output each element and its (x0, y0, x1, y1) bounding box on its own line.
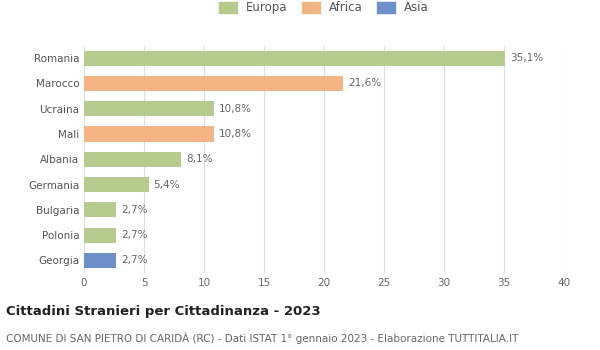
Text: 5,4%: 5,4% (154, 180, 180, 190)
Text: 10,8%: 10,8% (218, 104, 251, 114)
Text: 10,8%: 10,8% (218, 129, 251, 139)
Text: 21,6%: 21,6% (348, 78, 381, 89)
Bar (84, 152, 181, 167)
Bar (84, 50, 505, 66)
Text: COMUNE DI SAN PIETRO DI CARIDÀ (RC) - Dati ISTAT 1° gennaio 2023 - Elaborazione : COMUNE DI SAN PIETRO DI CARIDÀ (RC) - Da… (6, 332, 518, 344)
Text: 8,1%: 8,1% (186, 154, 212, 164)
Bar (84, 177, 149, 192)
Text: 2,7%: 2,7% (121, 256, 148, 265)
Text: Cittadini Stranieri per Cittadinanza - 2023: Cittadini Stranieri per Cittadinanza - 2… (6, 304, 320, 317)
Bar (84, 76, 343, 91)
Text: 2,7%: 2,7% (121, 230, 148, 240)
Bar (84, 126, 214, 141)
Text: 2,7%: 2,7% (121, 205, 148, 215)
Bar (84, 202, 116, 217)
Legend: Europa, Africa, Asia: Europa, Africa, Asia (219, 1, 429, 14)
Bar (84, 101, 214, 116)
Text: 35,1%: 35,1% (510, 53, 543, 63)
Bar (84, 228, 116, 243)
Bar (84, 253, 116, 268)
